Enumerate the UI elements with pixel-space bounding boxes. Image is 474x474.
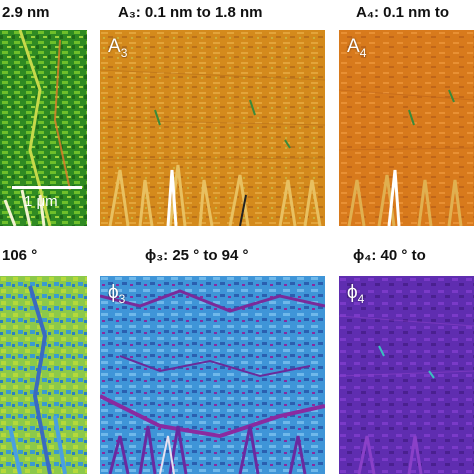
panel-label-phi3: ϕ3	[108, 282, 126, 306]
amplitude-map-A2	[0, 30, 87, 226]
scale-bar-label: 1 μm	[24, 193, 58, 210]
caption-A4: A₄: 0.1 nm to	[356, 4, 449, 21]
panel-A3: A3	[100, 30, 325, 226]
panel-label-A4: A4	[347, 36, 367, 60]
scale-bar	[12, 186, 82, 189]
panel-phi4: ϕ4	[339, 276, 474, 474]
caption-A2: 2.9 nm	[2, 4, 50, 21]
amplitude-map-A3	[100, 30, 325, 226]
caption-phi2: 106 °	[2, 247, 38, 264]
phase-map-phi3	[100, 276, 325, 474]
panel-phi2	[0, 276, 87, 474]
panel-label-A3: A3	[108, 36, 128, 60]
panel-A2: 1 μm	[0, 30, 87, 226]
panel-phi3: ϕ3	[100, 276, 325, 474]
caption-phi4: ϕ₄: 40 ° to	[353, 247, 426, 264]
phase-map-phi4	[339, 276, 474, 474]
amplitude-map-A4	[339, 30, 474, 226]
caption-phi3: ϕ₃: 25 ° to 94 °	[145, 247, 249, 264]
caption-A3: A₃: 0.1 nm to 1.8 nm	[118, 4, 263, 21]
phase-map-phi2	[0, 276, 87, 474]
panel-A4: A4	[339, 30, 474, 226]
panel-label-phi4: ϕ4	[347, 282, 365, 306]
